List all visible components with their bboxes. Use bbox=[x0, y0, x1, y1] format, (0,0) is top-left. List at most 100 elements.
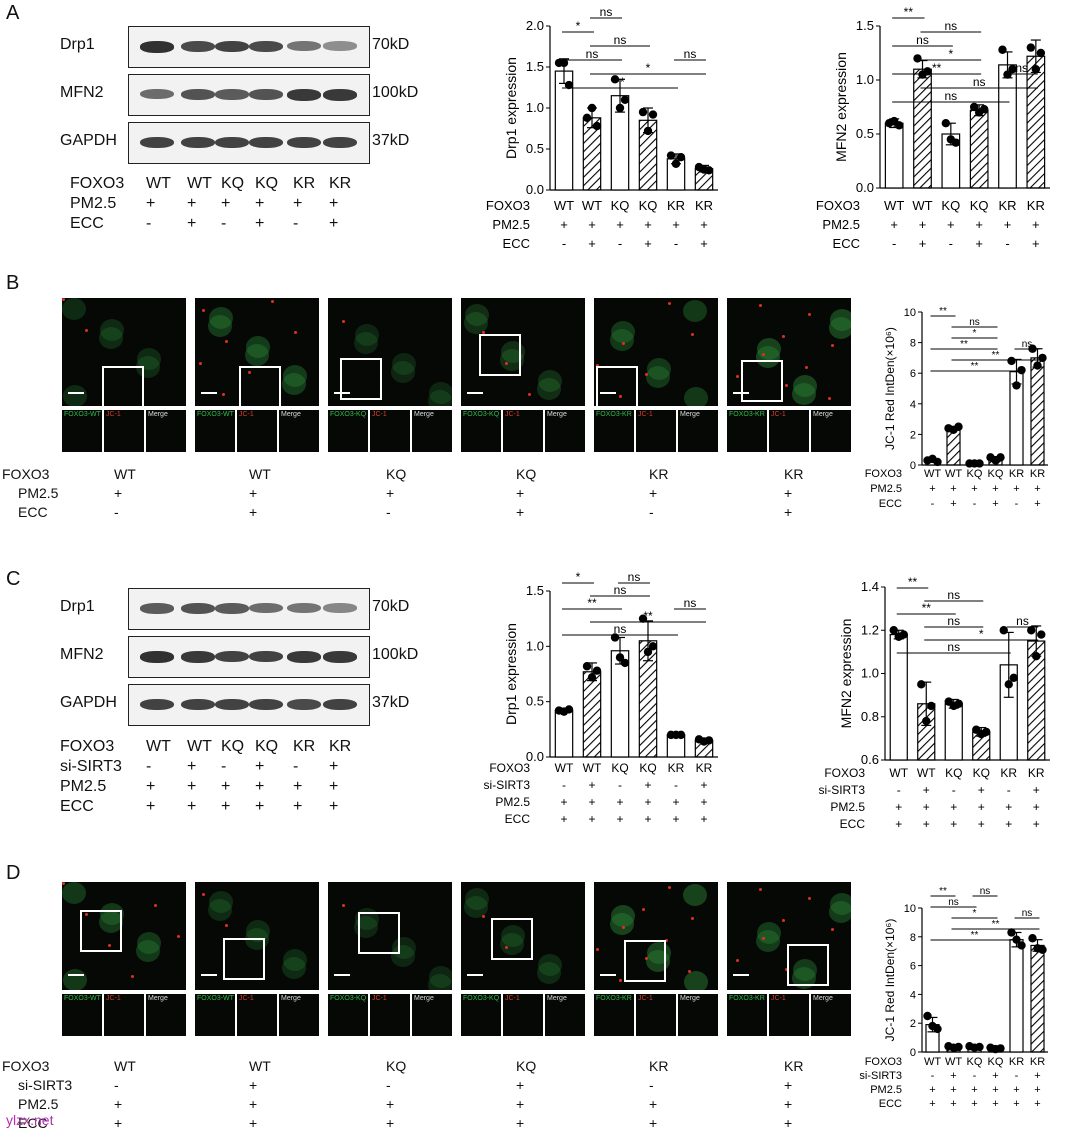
inset-thumbnail: Merge bbox=[811, 994, 851, 1036]
red-dot bbox=[782, 335, 785, 338]
significance-label: ** bbox=[643, 609, 653, 623]
cell bbox=[610, 329, 634, 351]
inset-label: JC-1 bbox=[239, 411, 254, 418]
data-point bbox=[1012, 381, 1021, 390]
y-tick-label: 10 bbox=[904, 903, 916, 915]
significance-label: * bbox=[979, 627, 984, 641]
cell bbox=[830, 309, 851, 331]
condition-value: + bbox=[221, 798, 231, 815]
significance-label: * bbox=[576, 570, 581, 584]
red-dot bbox=[154, 904, 157, 907]
data-point bbox=[933, 457, 942, 467]
red-dot bbox=[759, 304, 762, 307]
significance-label: ** bbox=[932, 61, 942, 75]
y-tick-label: 10 bbox=[904, 307, 916, 319]
data-point bbox=[982, 727, 991, 737]
condition-value: + bbox=[1034, 1098, 1040, 1110]
red-dot bbox=[828, 397, 831, 400]
condition-value: KR bbox=[1028, 766, 1045, 780]
condition-name: FOXO3 bbox=[2, 1058, 50, 1074]
inset-thumbnail: Merge bbox=[146, 994, 186, 1036]
condition-value: - bbox=[221, 758, 227, 775]
micrograph bbox=[727, 298, 851, 406]
condition-value: + bbox=[923, 783, 930, 797]
condition-name: ECC bbox=[879, 498, 902, 510]
cell bbox=[538, 370, 562, 392]
red-dot bbox=[831, 344, 834, 347]
significance-label: ns bbox=[948, 897, 959, 908]
condition-value: KQ bbox=[639, 198, 658, 213]
condition-value: + bbox=[929, 483, 935, 495]
condition-value: + bbox=[1013, 1098, 1019, 1110]
data-point bbox=[564, 705, 574, 714]
condition-value: + bbox=[919, 236, 927, 251]
red-dot bbox=[805, 366, 808, 369]
inset-thumbnail: FOXO3-KR bbox=[594, 410, 634, 452]
data-point bbox=[704, 166, 714, 175]
red-dot bbox=[528, 393, 531, 396]
inset-thumbnail: Merge bbox=[678, 994, 718, 1036]
condition-value: - bbox=[114, 1077, 119, 1093]
condition-value: + bbox=[146, 798, 156, 815]
red-dot bbox=[622, 926, 625, 929]
condition-value: + bbox=[978, 817, 985, 831]
condition-value: KQ bbox=[967, 468, 983, 480]
condition-value: + bbox=[588, 236, 596, 251]
y-axis-label: Drp1 expression bbox=[503, 623, 519, 725]
inset-thumbnail: JC-1 bbox=[769, 994, 809, 1036]
inset-thumbnail: Merge bbox=[412, 410, 452, 452]
condition-value: + bbox=[919, 217, 927, 232]
data-point bbox=[582, 662, 592, 671]
y-axis-label: MFN2 expression bbox=[838, 619, 854, 729]
y-tick-label: 8 bbox=[910, 338, 916, 350]
data-point bbox=[996, 453, 1005, 462]
scale-bar bbox=[68, 974, 84, 976]
significance-label: ** bbox=[971, 930, 979, 941]
significance-label: * bbox=[973, 328, 977, 339]
significance-label: ns bbox=[614, 33, 627, 47]
condition-value: KR bbox=[667, 198, 685, 213]
condition-name: ECC bbox=[505, 812, 531, 826]
condition-name: ECC bbox=[60, 798, 94, 815]
scale-bar bbox=[467, 974, 483, 976]
significance-label: ns bbox=[969, 317, 980, 328]
significance-label: ns bbox=[944, 19, 957, 33]
significance-label: ns bbox=[614, 583, 627, 597]
condition-value: KQ bbox=[967, 1056, 983, 1068]
inset-label: JC-1 bbox=[638, 995, 653, 1002]
condition-name: FOXO3 bbox=[489, 761, 530, 775]
condition-value: + bbox=[249, 504, 258, 520]
condition-value: + bbox=[950, 1098, 956, 1110]
condition-value: WT bbox=[187, 738, 212, 755]
condition-value: + bbox=[992, 1084, 998, 1096]
inset-thumbnail: FOXO3-WT bbox=[195, 410, 235, 452]
y-tick-label: 1.0 bbox=[861, 666, 879, 681]
blot-strip bbox=[128, 684, 370, 726]
condition-value: + bbox=[700, 812, 707, 826]
y-tick-label: 6 bbox=[910, 961, 916, 973]
cell bbox=[684, 971, 708, 990]
condition-value: + bbox=[516, 1115, 525, 1131]
inset-label: Merge bbox=[680, 995, 700, 1002]
condition-value: + bbox=[588, 778, 595, 792]
y-axis-label: JC-1 Red IntDen(×10⁶) bbox=[883, 327, 897, 450]
cell bbox=[282, 957, 306, 979]
blot-row-label: MFN2 bbox=[60, 84, 104, 101]
condition-value: - bbox=[1005, 236, 1009, 251]
inset-label: JC-1 bbox=[638, 411, 653, 418]
inset-label: Merge bbox=[148, 411, 168, 418]
condition-value: + bbox=[950, 1084, 956, 1096]
condition-value: + bbox=[1005, 817, 1012, 831]
red-dot bbox=[482, 915, 485, 918]
cell bbox=[209, 307, 233, 329]
condition-value: + bbox=[1004, 217, 1012, 232]
blot-band bbox=[287, 89, 321, 101]
cell bbox=[63, 969, 87, 990]
inset-box bbox=[102, 366, 144, 406]
blot-band bbox=[215, 699, 249, 711]
bar bbox=[969, 109, 989, 189]
data-point bbox=[979, 104, 989, 114]
inset-box bbox=[239, 366, 281, 406]
cell bbox=[428, 390, 452, 406]
condition-value: + bbox=[644, 812, 651, 826]
